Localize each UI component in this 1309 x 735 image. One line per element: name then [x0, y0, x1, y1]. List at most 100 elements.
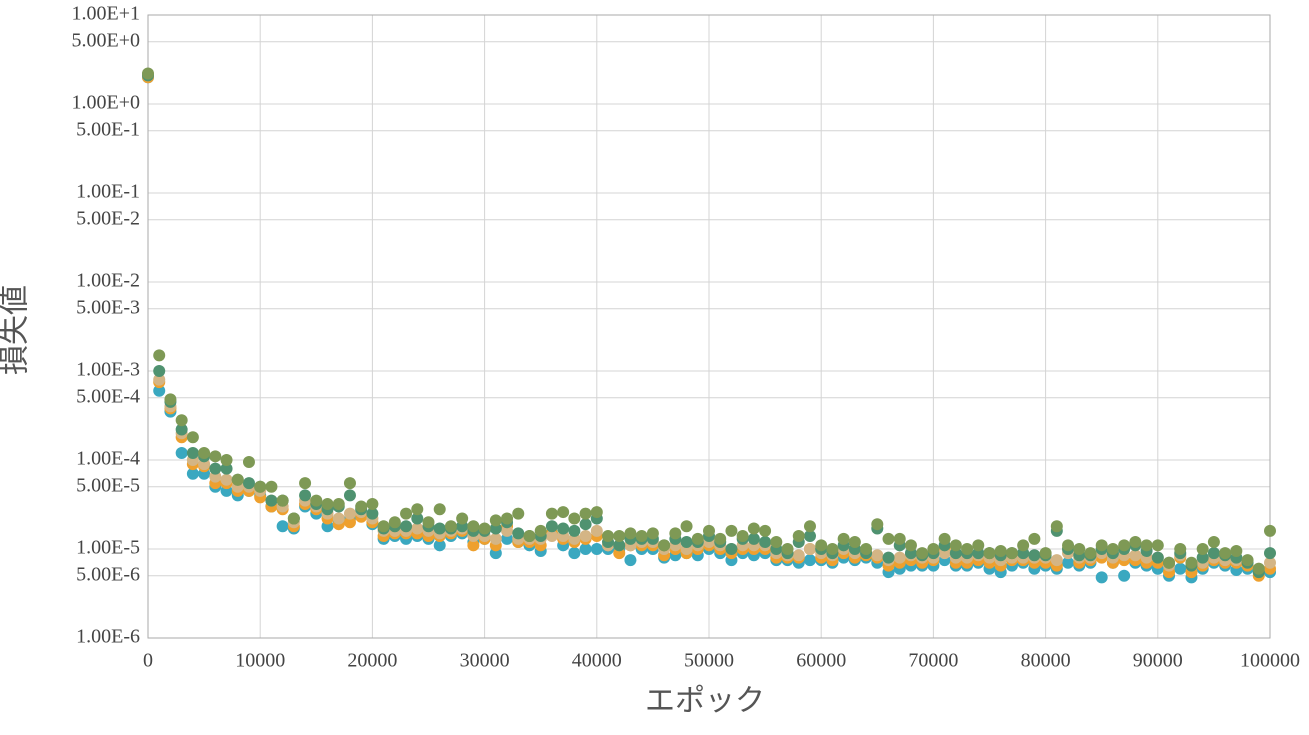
point: [1264, 547, 1276, 560]
point: [1028, 532, 1041, 545]
point: [299, 477, 312, 490]
point: [669, 527, 682, 540]
point: [994, 544, 1007, 557]
point: [343, 507, 356, 520]
point: [377, 520, 390, 533]
point: [590, 506, 603, 519]
point: [1118, 569, 1131, 582]
point: [545, 520, 558, 533]
x-tick-label: 50000: [684, 650, 734, 672]
point: [478, 522, 491, 535]
point: [231, 473, 244, 486]
point: [164, 393, 177, 406]
point: [1151, 551, 1164, 564]
y-tick-label: 1.00E-1: [76, 181, 140, 203]
point: [153, 349, 166, 362]
point: [983, 547, 996, 560]
point: [220, 462, 233, 475]
point: [803, 529, 816, 542]
point: [579, 518, 592, 531]
point: [646, 527, 659, 540]
plot-border: [147, 14, 1271, 639]
point: [815, 539, 828, 552]
point: [220, 473, 233, 486]
y-tick-label: 5.00E-2: [76, 207, 140, 229]
point: [355, 500, 368, 513]
y-tick-label: 1.00E-6: [76, 626, 140, 648]
point: [557, 522, 570, 535]
point: [860, 543, 873, 555]
point: [153, 365, 166, 377]
point: [467, 539, 480, 552]
point: [1118, 539, 1131, 552]
point: [400, 507, 413, 520]
y-tick-label: 5.00E-5: [76, 474, 140, 496]
point: [545, 529, 558, 542]
point: [871, 549, 884, 562]
point: [927, 543, 940, 555]
point: [658, 539, 671, 552]
point: [1129, 535, 1142, 548]
point: [1140, 539, 1153, 552]
x-tick-label: 10000: [235, 650, 285, 672]
point: [1230, 544, 1243, 557]
point: [1264, 556, 1276, 569]
y-tick-label: 1.00E-3: [76, 359, 140, 381]
point: [770, 535, 783, 548]
point: [1185, 556, 1198, 569]
point: [523, 529, 536, 542]
point: [209, 450, 222, 463]
point: [961, 543, 974, 555]
point: [882, 532, 895, 545]
point: [972, 539, 985, 552]
point: [242, 477, 255, 490]
point: [400, 520, 413, 533]
point: [579, 543, 592, 555]
point: [332, 498, 345, 511]
point: [893, 532, 906, 545]
point: [456, 512, 469, 525]
point: [501, 512, 514, 525]
point: [321, 498, 334, 511]
x-tick-label: 40000: [572, 650, 622, 672]
point: [512, 507, 525, 520]
y-tick-label: 5.00E-3: [76, 296, 140, 318]
point: [1084, 547, 1097, 560]
point: [624, 554, 637, 567]
point: [759, 524, 772, 537]
point: [613, 539, 626, 552]
point: [534, 524, 547, 537]
point: [624, 527, 637, 540]
point: [568, 524, 581, 537]
point: [1219, 547, 1232, 560]
point: [1005, 547, 1018, 560]
point: [1062, 539, 1075, 552]
point: [1062, 556, 1075, 569]
point: [916, 547, 929, 560]
x-tick-label: 100000: [1240, 650, 1300, 672]
x-tick-label: 0: [143, 650, 153, 672]
point: [1207, 535, 1220, 548]
point: [848, 535, 861, 548]
point: [691, 532, 704, 545]
point: [299, 489, 312, 502]
point: [433, 522, 446, 535]
point: [1095, 571, 1108, 584]
point: [1050, 554, 1063, 567]
point: [175, 446, 188, 459]
point: [411, 503, 424, 516]
point: [545, 507, 558, 520]
point: [254, 480, 267, 493]
y-tick-label: 5.00E-4: [76, 385, 140, 407]
point: [1050, 520, 1063, 533]
y-tick-label: 1.00E-2: [76, 270, 140, 292]
point: [433, 539, 446, 552]
point: [444, 520, 457, 533]
point: [1151, 539, 1164, 552]
point: [175, 414, 188, 427]
point: [388, 516, 401, 529]
point: [882, 551, 895, 564]
point: [568, 547, 581, 560]
x-tick-label: 60000: [796, 650, 846, 672]
point: [310, 494, 323, 507]
